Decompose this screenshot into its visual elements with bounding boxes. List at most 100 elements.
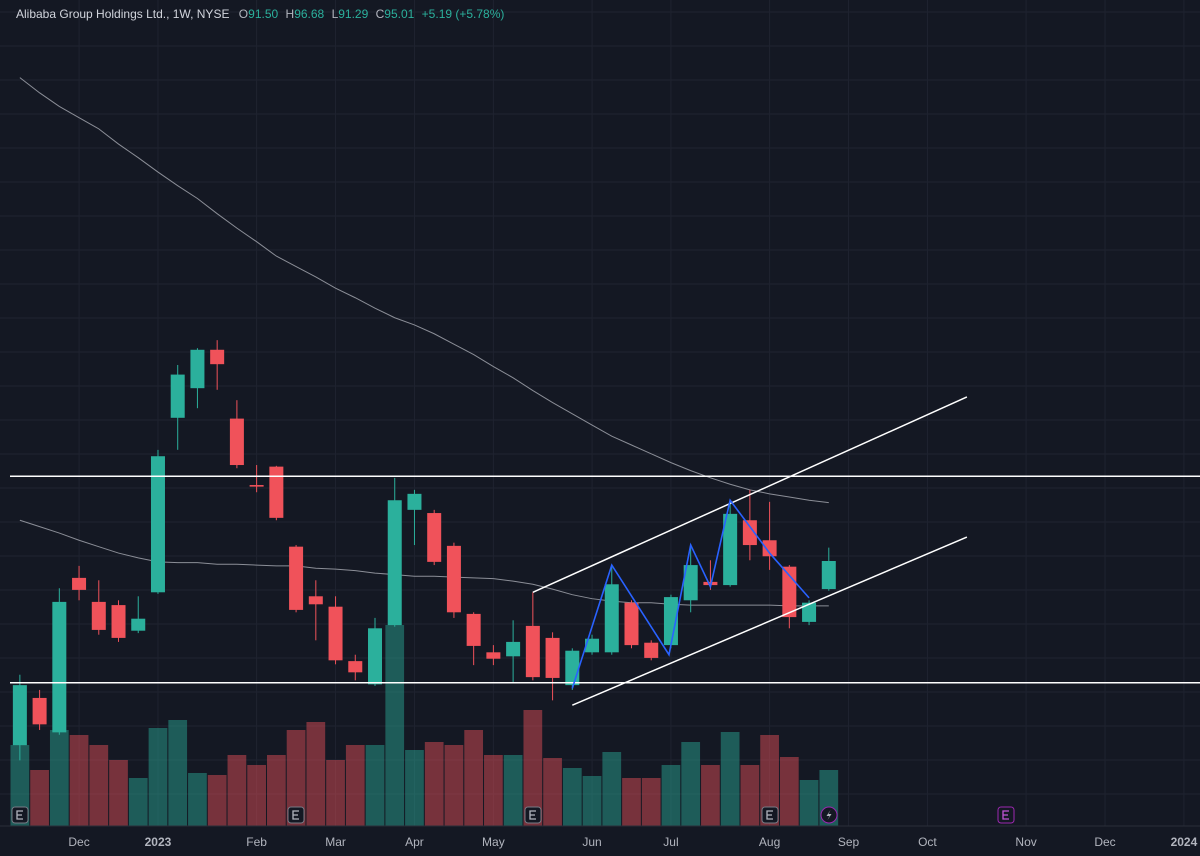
volume-bar: [720, 732, 740, 826]
volume-bar: [641, 778, 661, 826]
ohlc-value: 91.50: [248, 7, 278, 21]
volume-bar: [168, 720, 188, 826]
candle-body: [131, 618, 146, 631]
volume-bar: [345, 745, 365, 826]
ohlc-key: L: [332, 7, 339, 21]
volume-bar: [484, 755, 503, 826]
candle-body: [150, 456, 165, 593]
candle-body: [604, 584, 619, 653]
volume-bar: [10, 745, 30, 826]
volume-bar: [503, 755, 523, 826]
x-tick-label: Dec: [68, 835, 89, 849]
channel-line: [532, 396, 968, 593]
volume-bar: [582, 776, 602, 826]
earnings-icon: [287, 806, 305, 824]
volume-bar: [622, 778, 641, 826]
candle-body: [723, 513, 738, 586]
volume-bar: [49, 730, 69, 826]
volume-bar: [207, 775, 227, 826]
candle-body: [72, 577, 87, 590]
ohlc-key: C: [376, 7, 385, 21]
volume-bar: [602, 752, 622, 826]
candle-body: [289, 546, 304, 610]
volume-bar: [405, 750, 424, 826]
candle-body: [387, 500, 402, 626]
earnings-icon: [524, 806, 542, 824]
candle-body: [348, 661, 363, 673]
candle-body: [328, 606, 343, 661]
x-tick-label: Jun: [582, 835, 601, 849]
ohlc-value: 91.29: [338, 7, 368, 21]
candle-body: [111, 605, 126, 638]
x-tick-label: Mar: [325, 835, 346, 849]
volume-bar: [779, 757, 799, 826]
volume-bar: [543, 758, 562, 826]
volume-bar: [89, 745, 109, 826]
candle-body: [446, 545, 461, 613]
candle-body: [32, 697, 47, 725]
candle-body: [229, 418, 244, 466]
volume-bar: [247, 765, 266, 826]
candle-body: [782, 566, 797, 618]
x-tick-label: 2024: [1171, 835, 1198, 849]
candle-body: [821, 560, 836, 590]
volume-bar: [661, 765, 681, 826]
ohlc-value: 96.68: [294, 7, 324, 21]
x-tick-label: Dec: [1094, 835, 1115, 849]
x-tick-label: Jul: [663, 835, 678, 849]
volume-bar: [740, 765, 760, 826]
volume-bar: [365, 745, 385, 826]
candle-body: [742, 520, 757, 546]
x-tick-label: Feb: [246, 835, 267, 849]
volume-bar: [188, 773, 207, 826]
volume-bar: [109, 760, 128, 826]
change: +5.19 (+5.78%): [422, 7, 505, 21]
candle-body: [624, 602, 639, 646]
volume-bar: [69, 735, 89, 826]
volume-bar: [760, 735, 779, 826]
x-tick-label: Oct: [918, 835, 937, 849]
volume-bar: [128, 778, 148, 826]
candle-body: [762, 540, 777, 557]
candle-body: [190, 349, 205, 389]
future-earnings-icon: [997, 806, 1015, 824]
candle-body: [644, 642, 659, 658]
volume-bar: [681, 742, 701, 826]
moving-average: [19, 77, 829, 504]
volume-bar: [523, 710, 543, 826]
candle-body: [486, 652, 501, 659]
volume-bar: [424, 742, 444, 826]
candle-body: [506, 641, 521, 657]
candle-body: [368, 628, 383, 685]
candle-body: [585, 638, 600, 653]
ohlc-key: H: [286, 7, 295, 21]
candle-body: [407, 493, 422, 510]
volume-bar: [148, 728, 168, 826]
symbol: Alibaba Group Holdings Ltd., 1W, NYSE: [16, 7, 229, 21]
x-tick-label: 2023: [145, 835, 172, 849]
earnings-icon: [761, 806, 779, 824]
x-tick-label: Nov: [1015, 835, 1036, 849]
candle-body: [269, 466, 284, 518]
x-tick-label: Sep: [838, 835, 860, 849]
volume-bar: [326, 760, 345, 826]
volume-bar: [799, 780, 819, 826]
candle-body: [91, 601, 106, 630]
legend-header: Alibaba Group Holdings Ltd., 1W, NYSE O9…: [16, 7, 504, 21]
ohlc-value: 95.01: [384, 7, 414, 21]
earnings-icon: [11, 806, 29, 824]
volume-bar: [385, 625, 405, 826]
volume-bar: [306, 722, 326, 826]
event-icons: [11, 806, 1015, 824]
volume-bar: [227, 755, 247, 826]
candle-body: [525, 625, 540, 678]
volume-bar: [444, 745, 464, 826]
candle-body: [663, 597, 678, 646]
candle-body: [12, 685, 27, 746]
volume-bar: [30, 770, 49, 826]
candle-body: [802, 602, 817, 622]
zigzag-line: [571, 498, 810, 689]
